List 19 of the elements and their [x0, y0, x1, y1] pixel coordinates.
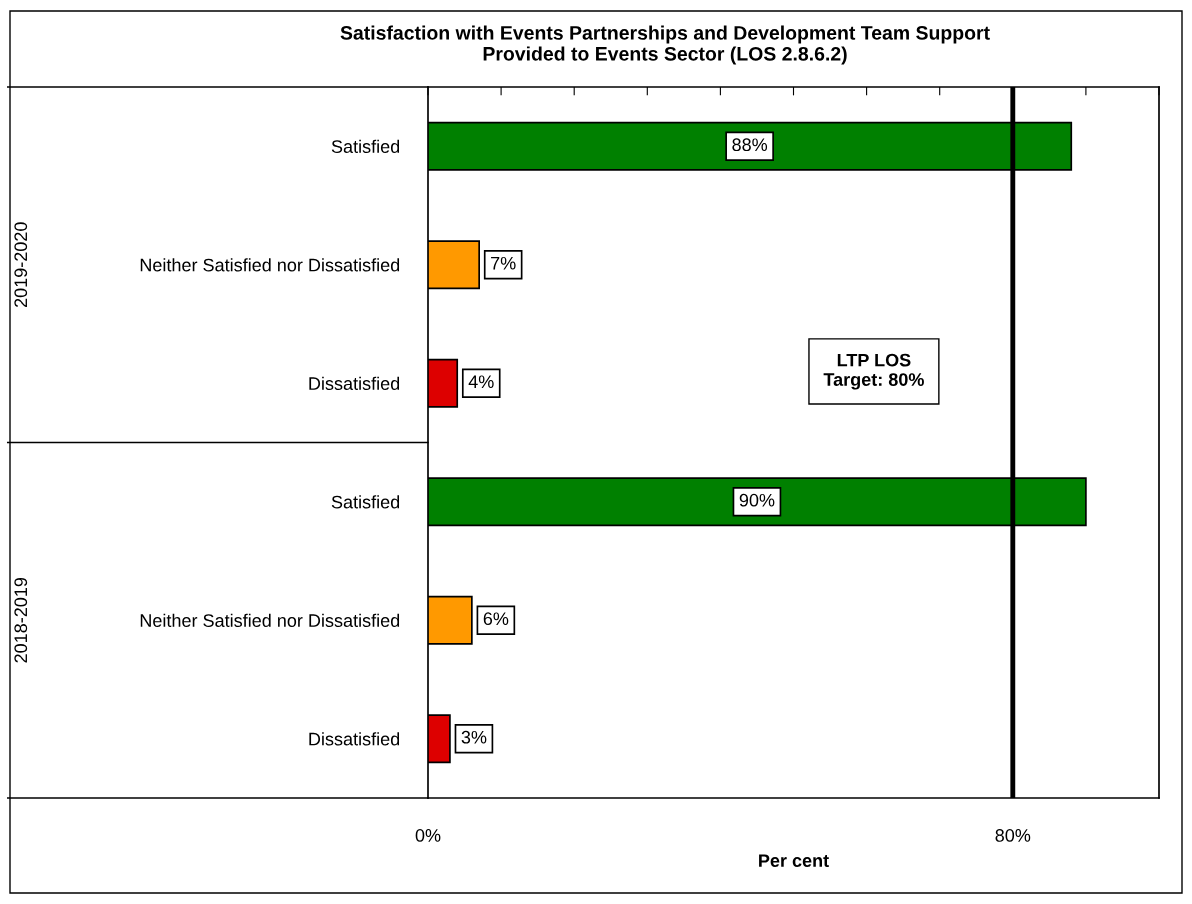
- data-label: 4%: [468, 375, 494, 389]
- y-tick-label: Satisfied: [331, 495, 400, 509]
- data-label: 6%: [483, 612, 509, 626]
- text: 2019-2020: [14, 222, 28, 308]
- y-tick-label: Dissatisfied: [309, 376, 400, 390]
- data-label: 7%: [491, 256, 516, 270]
- y-tick-label: Dissatisfied: [309, 732, 400, 746]
- ref-line-label: LTP LOS Target: 80%: [823, 353, 924, 390]
- x-tick-label: 80%: [995, 829, 1031, 842]
- x-tick-label: 0%: [415, 829, 441, 842]
- text: 2018-2019: [14, 577, 28, 663]
- chart-title: Satisfaction with Events Partnerships and Development Team Support Provided to Events Sector (LOS 2.8.6.2): [340, 25, 990, 65]
- data-label: 88%: [732, 138, 768, 152]
- y-tick-label: Satisfied: [331, 139, 400, 153]
- x-axis-title: Per cent: [759, 854, 829, 867]
- data-label: 90%: [739, 493, 775, 507]
- y-tick-label: Neither Satisfied nor Dissatisfied: [140, 258, 400, 272]
- y-tick-label: Neither Satisfied nor Dissatisfied: [140, 613, 400, 627]
- data-label: 3%: [461, 730, 487, 744]
